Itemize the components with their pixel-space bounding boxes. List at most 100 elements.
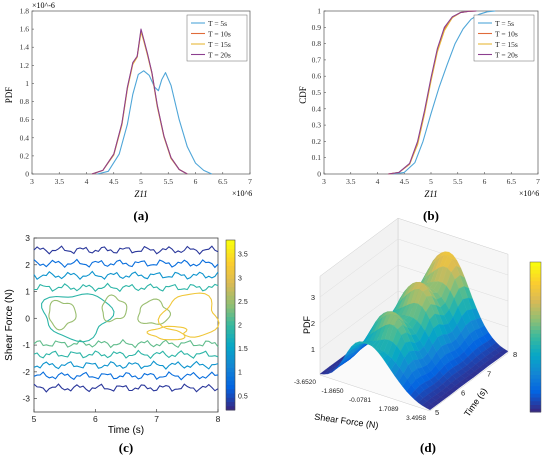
colorbar-segment <box>530 280 541 285</box>
colorbar-segment <box>226 401 235 407</box>
x-axis-label-d: Shear Force (N) <box>314 412 379 431</box>
colorbar-tick-label: 2 <box>238 323 242 330</box>
x-tick-label: 4.5 <box>109 177 119 186</box>
y-exponent-a: ×10^-6 <box>32 1 55 10</box>
y-tick-label: 6 <box>461 389 465 398</box>
colorbar-segment <box>226 269 235 275</box>
panel-d: -3.6520 -1.8650 -0.0781 1.7089 3.4958 5 6 7 8 1 2 3… <box>294 217 542 455</box>
x-tick-label: 6.5 <box>218 177 228 186</box>
contour-line-7 <box>33 360 219 370</box>
colorbar-segment <box>226 329 235 334</box>
contour-loop-4 <box>137 298 171 325</box>
x-tick-label: 3.5 <box>55 177 65 186</box>
colorbar-segment <box>530 363 541 368</box>
x-tick-label: 8 <box>216 414 221 424</box>
y-tick-label: 0.2 <box>20 151 30 160</box>
colorbar-segment <box>226 261 235 266</box>
colorbar-tick-label: 2.5 <box>238 299 248 306</box>
colorbar-segment <box>226 257 235 262</box>
y-tick-label: 0.6 <box>312 72 322 81</box>
colorbar-segment <box>226 325 235 330</box>
colorbar-segment <box>530 344 541 349</box>
legend-entry: T = 10s <box>495 29 518 38</box>
caption-c: (c) <box>119 440 133 455</box>
z-tick-label: 1 <box>311 345 315 354</box>
contour-line-4 <box>34 282 219 293</box>
colorbar-segment <box>226 248 235 254</box>
contour-line-8 <box>33 371 219 381</box>
colorbar-segment <box>530 303 541 308</box>
y-tick-label: 0.4 <box>312 104 322 113</box>
caption-d: (d) <box>420 440 436 455</box>
x-tick-label: 3.4958 <box>406 415 426 422</box>
colorbar-segment <box>226 240 235 245</box>
y-tick-label: 0.3 <box>312 121 322 130</box>
colorbar-segment <box>530 265 541 270</box>
legend-entry: T = 5s <box>495 19 514 28</box>
colorbar-segment <box>530 408 541 413</box>
colorbar-segment <box>530 389 541 394</box>
x-tick-label: 6.5 <box>507 177 517 186</box>
x-tick-label: 5 <box>32 414 37 424</box>
colorbar-segment <box>530 288 541 293</box>
y-tick-label: 1 <box>317 7 321 16</box>
colorbar-frame <box>225 239 236 411</box>
y-tick-label: 1.8 <box>20 7 30 16</box>
contour-loop-3 <box>101 294 128 323</box>
legend-entry: T = 15s <box>208 40 231 49</box>
colorbar-segment <box>530 292 541 297</box>
x-tick-label: 6 <box>483 177 487 186</box>
legend-entry: T = 5s <box>208 19 227 28</box>
series-line-1 <box>393 10 496 175</box>
colorbar-segment <box>530 374 541 379</box>
colorbar-tick-label: 3 <box>238 275 242 282</box>
colorbar-segment <box>530 378 541 383</box>
y-tick-label: 2 <box>25 260 30 270</box>
colorbar-segment <box>226 320 235 326</box>
colorbar-segment <box>530 299 541 304</box>
colorbar-segment <box>226 337 235 343</box>
colorbar-segment <box>530 329 541 334</box>
x-axis-label-a: Z11 <box>134 189 147 199</box>
contour-loop-5 <box>157 292 220 338</box>
colorbar-segment <box>226 405 235 411</box>
y-tick-label: 0.4 <box>20 133 30 142</box>
contour-loop-1 <box>41 293 115 343</box>
z-tick-label: 2 <box>311 319 315 328</box>
x-tick-label: 3 <box>322 177 326 186</box>
x-tick-label: -1.8650 <box>321 388 343 395</box>
y-tick-label: 0 <box>25 313 30 323</box>
y-tick-label: 1.2 <box>20 61 30 70</box>
colorbar-segment <box>530 295 541 300</box>
y-axis-label-d: Time (s) <box>462 386 489 418</box>
series-line-1 <box>97 70 213 175</box>
y-axis-label-c: Shear Force (N) <box>4 289 15 361</box>
colorbar-segment <box>226 354 235 360</box>
y-tick-label: 0.9 <box>312 23 322 32</box>
colorbar-segment <box>226 316 235 322</box>
colorbar-segment <box>530 400 541 405</box>
z-grid-line <box>319 238 509 298</box>
x-tick-label: 7 <box>536 177 540 186</box>
caption-b: (b) <box>423 208 439 223</box>
x-exponent-b: ×10^6 <box>519 189 539 198</box>
colorbar-segment <box>530 348 541 353</box>
colorbar-segment <box>226 350 235 356</box>
contour-line-5 <box>33 338 219 349</box>
colorbar-segment <box>226 376 235 381</box>
x-tick-label: 4 <box>376 177 380 186</box>
colorbar-segment <box>530 404 541 409</box>
x-exponent-a: ×10^6 <box>232 189 252 198</box>
y-tick-label: 0.7 <box>312 55 322 64</box>
contour-loop-2 <box>48 299 77 331</box>
y-tick-label: 8 <box>513 350 517 359</box>
x-tick-label: 5.5 <box>164 177 174 186</box>
y-tick-label: 1.6 <box>20 25 30 34</box>
colorbar-segment <box>530 307 541 312</box>
colorbar-tick-label: 1.5 <box>238 346 248 353</box>
y-tick-label: 3 <box>25 233 30 243</box>
y-tick-label: 5 <box>435 408 439 417</box>
y-axis-label-a: PDF <box>4 87 14 104</box>
colorbar-segment <box>226 278 235 283</box>
contour-line-2 <box>33 258 219 269</box>
